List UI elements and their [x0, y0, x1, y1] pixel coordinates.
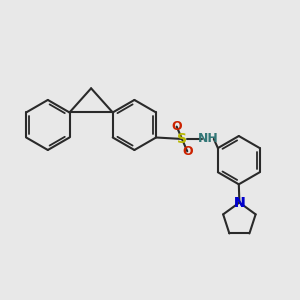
Text: NH: NH	[197, 133, 218, 146]
Text: S: S	[177, 132, 187, 146]
Text: O: O	[182, 145, 193, 158]
Text: N: N	[234, 196, 245, 210]
Text: O: O	[171, 120, 182, 133]
Text: N: N	[234, 196, 245, 210]
